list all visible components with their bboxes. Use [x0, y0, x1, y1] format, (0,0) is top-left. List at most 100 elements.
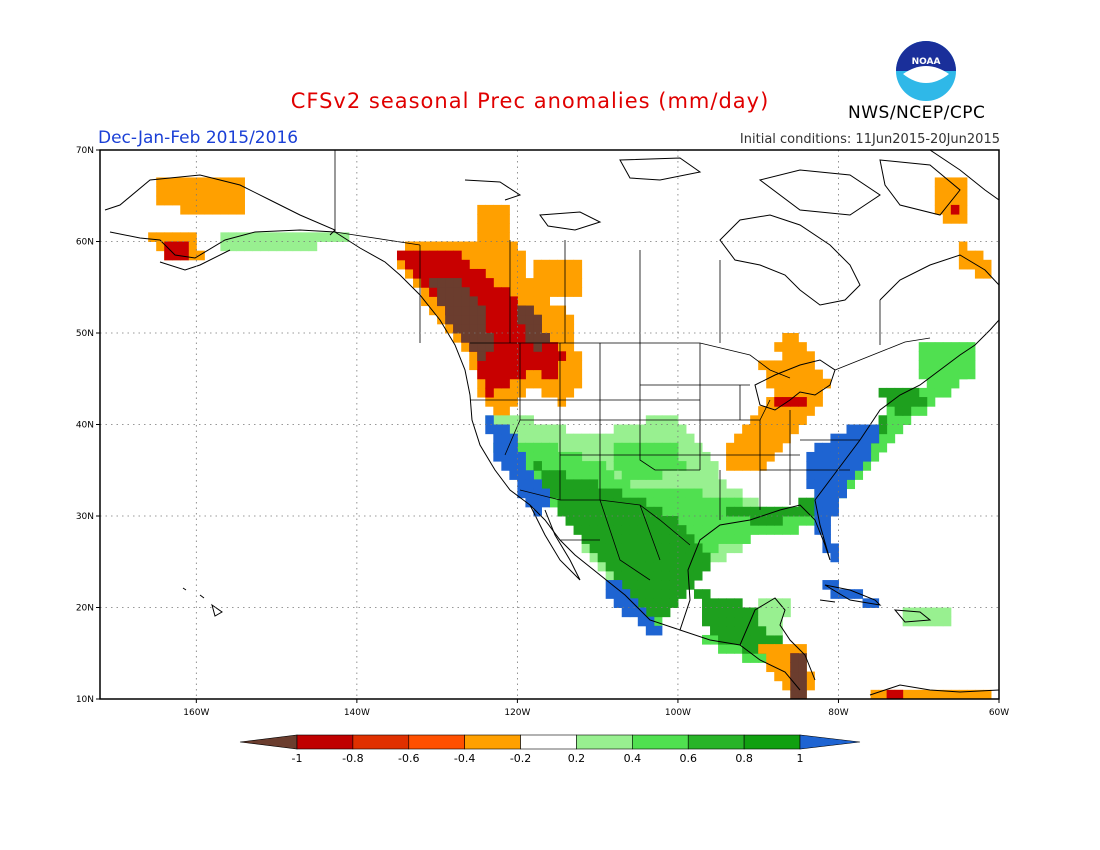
anomaly-cell [573, 433, 583, 444]
anomaly-cell [685, 442, 695, 453]
anomaly-cell [790, 516, 799, 526]
anomaly-cell [742, 525, 751, 535]
anomaly-cell [653, 543, 663, 554]
anomaly-cell [926, 607, 936, 618]
anomaly-cell [669, 525, 679, 535]
anomaly-cell [597, 543, 607, 554]
anomaly-cell [156, 177, 165, 188]
anomaly-cell [589, 442, 599, 453]
anomaly-cell [525, 378, 534, 389]
anomaly-cell [902, 387, 912, 398]
anomaly-cell [766, 397, 775, 407]
anomaly-cell [501, 232, 510, 242]
anomaly-cell [477, 378, 486, 389]
anomaly-cell [613, 488, 623, 499]
anomaly-cell [236, 232, 245, 242]
anomaly-cell [573, 268, 583, 279]
anomaly-cell [260, 232, 270, 242]
anomaly-cell [565, 259, 575, 270]
anomaly-cell [485, 214, 494, 224]
anomaly-cell [557, 333, 567, 343]
anomaly-cell [645, 616, 655, 627]
anomaly-cell [236, 204, 245, 215]
anomaly-cell [726, 461, 735, 471]
anomaly-cell [421, 287, 430, 297]
anomaly-cell [878, 424, 888, 435]
anomaly-cell [734, 525, 743, 535]
logo-text: NOAA [912, 57, 941, 67]
anomaly-cell [469, 333, 478, 343]
anomaly-cell [685, 552, 695, 563]
anomaly-cell [541, 333, 550, 343]
anomaly-cell [685, 451, 695, 462]
anomaly-cell [742, 506, 751, 517]
anomaly-cell [565, 278, 575, 288]
anomaly-cell [565, 470, 575, 480]
anomaly-cell [926, 360, 936, 371]
anomaly-cell [894, 424, 904, 435]
anomaly-cell [501, 360, 510, 371]
anomaly-cell [541, 351, 550, 361]
anomaly-cell [180, 204, 189, 215]
anomaly-cell [942, 214, 952, 224]
anomaly-cell [693, 461, 703, 471]
anomaly-cell [677, 433, 687, 444]
anomaly-cell [894, 689, 904, 699]
anomaly-cell [750, 424, 759, 435]
anomaly-cell [429, 241, 438, 252]
anomaly-cell [581, 470, 591, 480]
anomaly-cell [685, 433, 695, 444]
anomaly-cell [645, 497, 655, 508]
anomaly-cell [581, 534, 591, 544]
anomaly-cell [621, 442, 631, 453]
anomaly-cell [677, 479, 687, 490]
anomaly-cell [493, 451, 502, 462]
anomaly-cell [573, 378, 583, 389]
anomaly-cell [509, 387, 518, 398]
anomaly-cell [549, 442, 559, 453]
anomaly-cell [910, 387, 920, 398]
anomaly-cell [702, 607, 711, 618]
anomaly-cell [677, 561, 687, 572]
colorbar-swatch [464, 734, 521, 750]
anomaly-cell [525, 278, 534, 288]
anomaly-cell [196, 195, 205, 206]
lon-tick-label: 100W [665, 708, 691, 718]
anomaly-cell [653, 625, 663, 636]
anomaly-cell [300, 241, 310, 252]
anomaly-cell [445, 259, 454, 270]
anomaly-cell [702, 634, 711, 645]
anomaly-cell [196, 250, 205, 261]
anomaly-cell [798, 662, 807, 673]
anomaly-cell [790, 424, 799, 435]
anomaly-cell [629, 451, 639, 462]
anomaly-cell [493, 314, 502, 325]
lat-tick-label: 60N [76, 238, 94, 248]
anomaly-cell [830, 479, 839, 490]
anomaly-cell [549, 305, 559, 316]
anomaly-cell [710, 543, 719, 554]
anomaly-cell [894, 397, 904, 407]
anomaly-cell [549, 342, 559, 352]
anomaly-cell [581, 461, 591, 471]
anomaly-cell [677, 442, 687, 453]
colorbar-label: -0.4 [454, 752, 475, 765]
anomaly-cell [477, 387, 486, 398]
anomaly-cell [653, 516, 663, 526]
anomaly-cell [621, 570, 631, 581]
anomaly-cell [702, 543, 711, 554]
anomaly-cell [621, 552, 631, 563]
anomaly-cell [613, 433, 623, 444]
anomaly-cell [533, 470, 542, 480]
anomaly-cell [172, 232, 181, 242]
anomaly-cell [830, 451, 839, 462]
anomaly-cell [958, 369, 968, 380]
anomaly-cell [469, 296, 478, 307]
anomaly-cell [477, 232, 486, 242]
anomaly-cell [493, 278, 502, 288]
anomaly-cell [766, 662, 775, 673]
anomaly-cell [766, 378, 775, 389]
anomaly-cell [541, 268, 550, 279]
anomaly-cell [702, 561, 711, 572]
anomaly-cell [910, 689, 920, 699]
